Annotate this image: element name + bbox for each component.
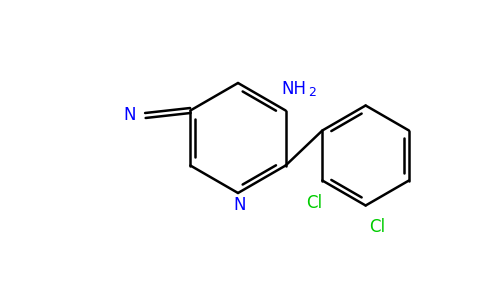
Text: N: N bbox=[234, 196, 246, 214]
Text: NH: NH bbox=[281, 80, 306, 98]
Text: 2: 2 bbox=[308, 86, 316, 99]
Text: N: N bbox=[123, 106, 136, 124]
Text: Cl: Cl bbox=[370, 218, 386, 236]
Text: Cl: Cl bbox=[306, 194, 322, 211]
